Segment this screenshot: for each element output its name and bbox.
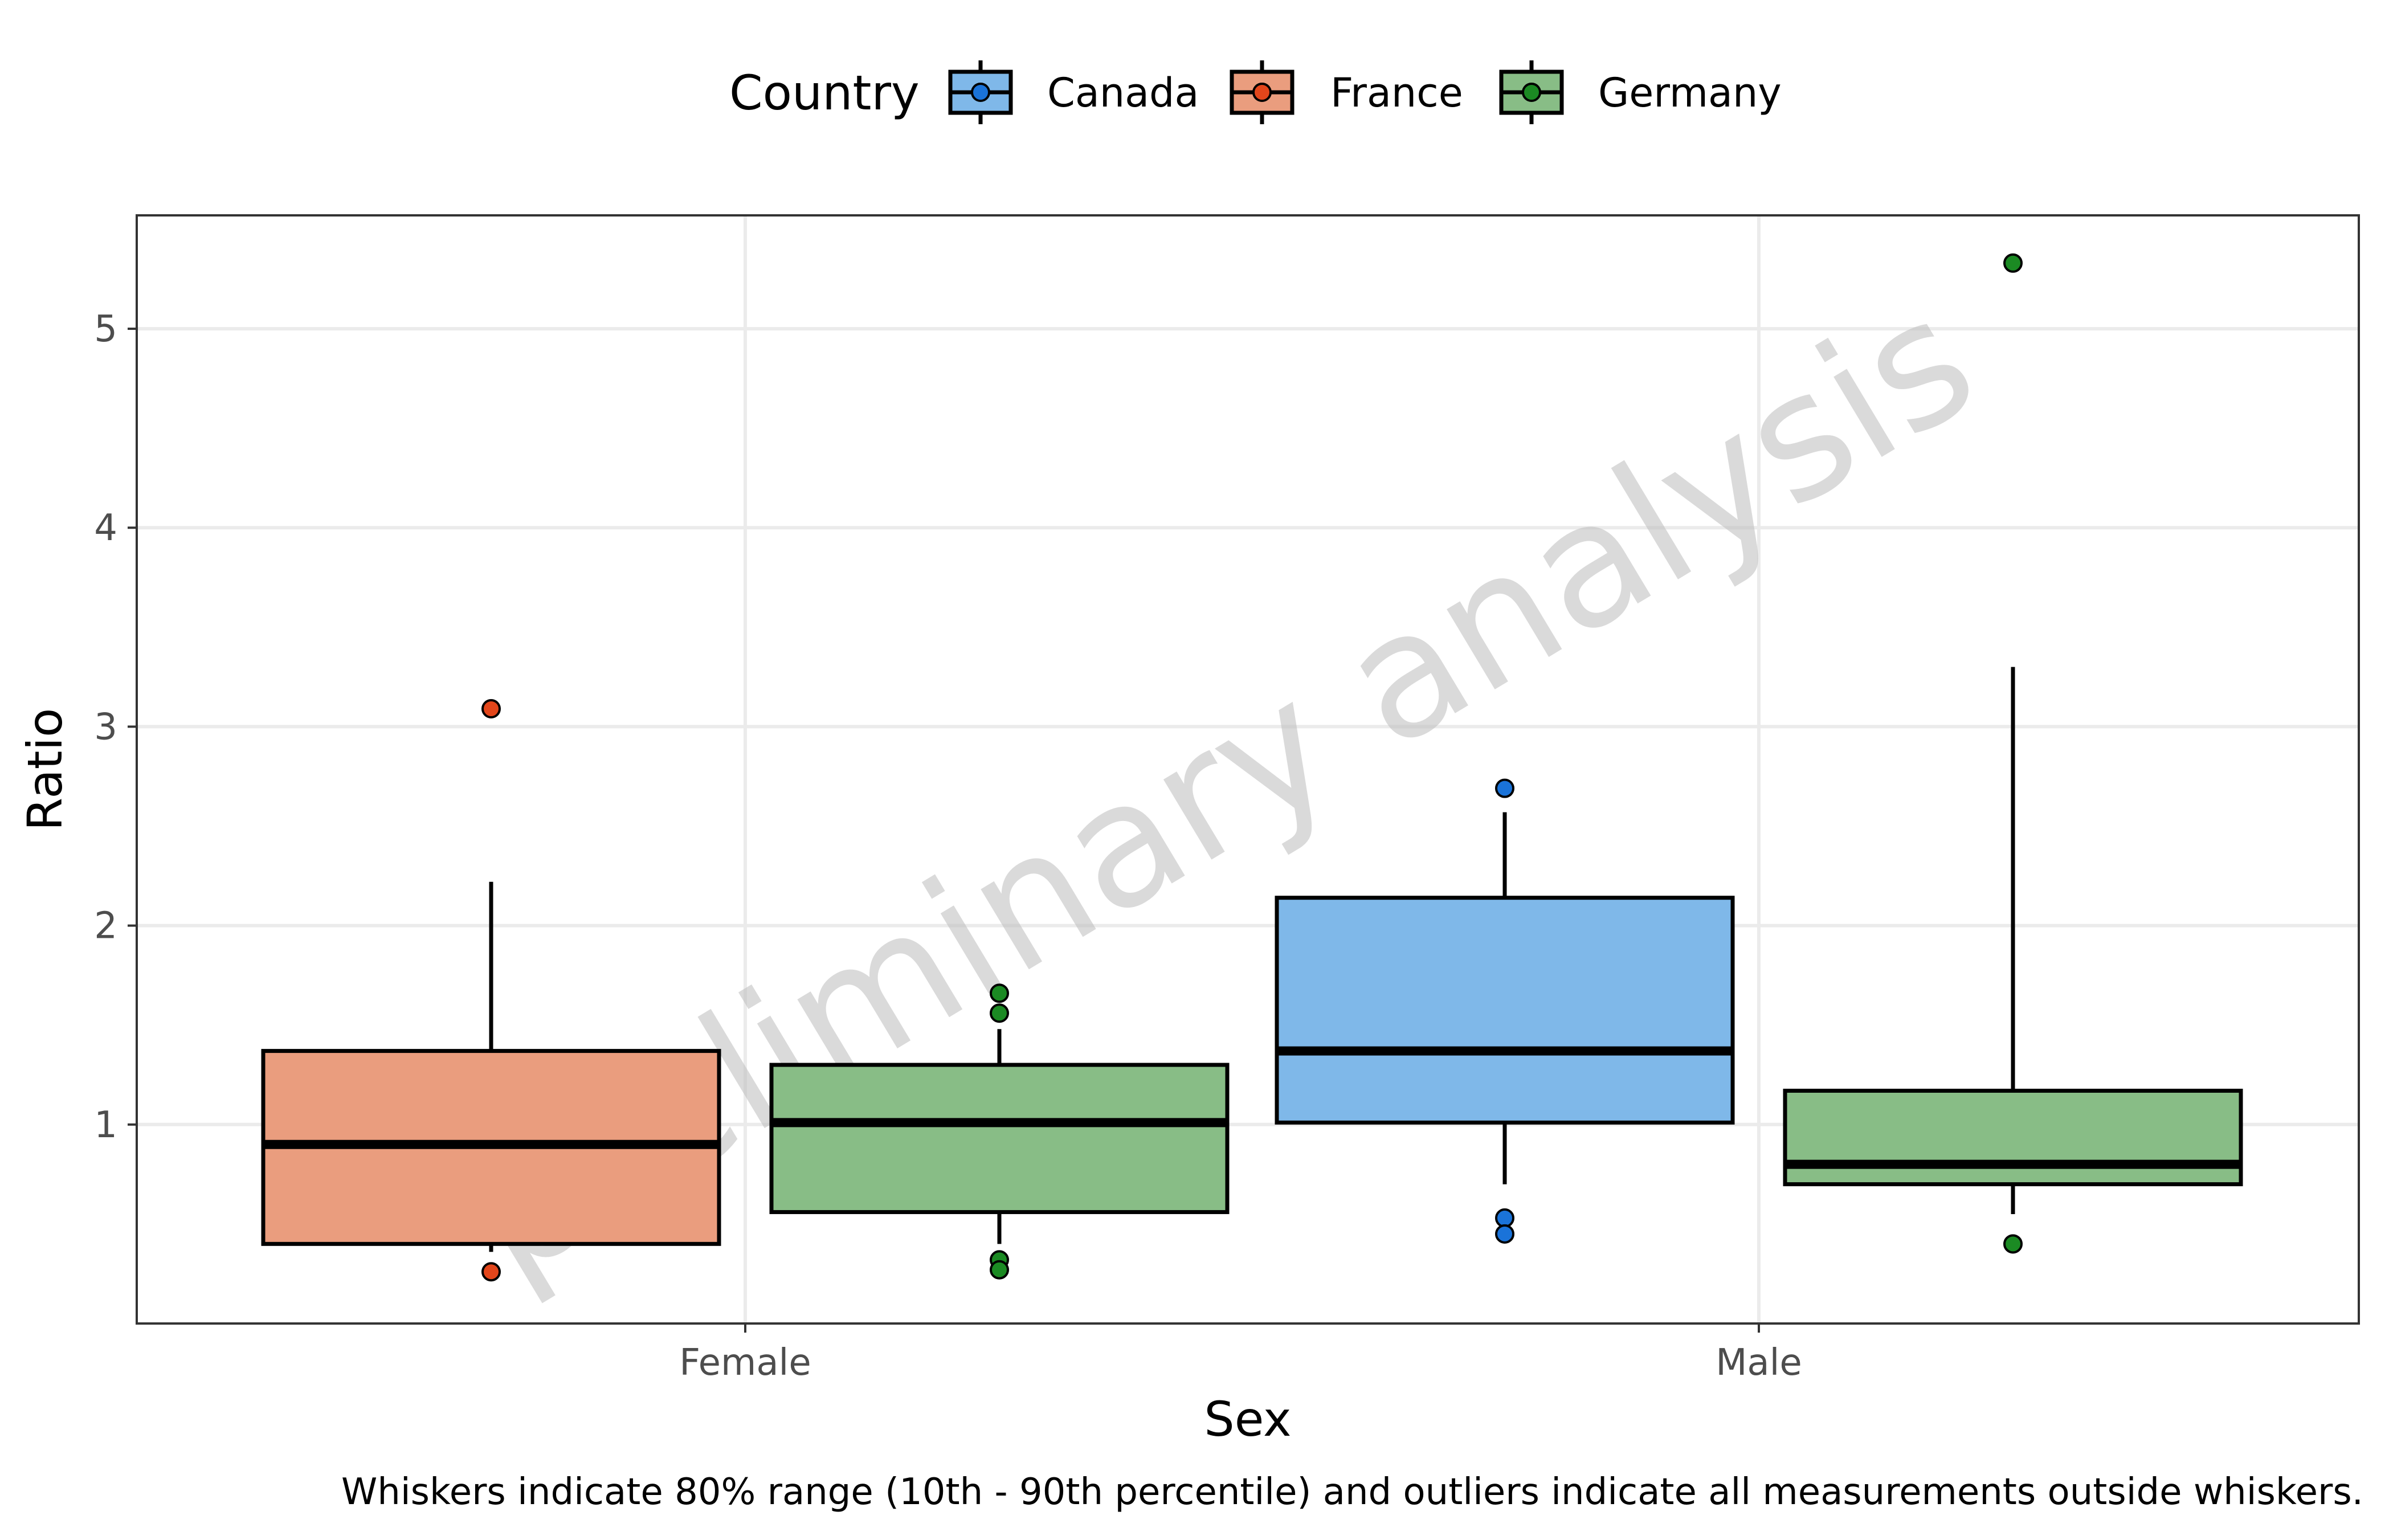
y-tick-label: 5 (94, 308, 117, 350)
legend-label: Canada (1047, 70, 1199, 116)
outlier-point (481, 1262, 501, 1282)
legend: Country Canada France Germany (729, 60, 1782, 124)
boxes (261, 253, 2243, 1282)
outlier-point (1495, 1208, 1514, 1228)
plot-border (136, 214, 2360, 1325)
y-tick-label: 2 (94, 905, 117, 947)
outlier-point (990, 1260, 1009, 1280)
legend-item-germany: Germany (1499, 60, 1782, 124)
legend-key-point (1252, 83, 1272, 102)
box-female-france (261, 698, 721, 1282)
caption: Whiskers indicate 80% range (10th - 90th… (341, 1471, 2363, 1513)
y-tick-label: 1 (94, 1104, 117, 1146)
y-tick-label: 3 (94, 706, 117, 748)
y-axis-title: Ratio (17, 708, 73, 831)
box-male-canada (1275, 778, 1735, 1244)
outlier-point (2003, 1234, 2023, 1254)
box-iqr (769, 1063, 1230, 1214)
legend-label: Germany (1598, 70, 1782, 116)
outlier-point (990, 1003, 1009, 1023)
y-axis: 1 2 3 4 5 (94, 308, 137, 1146)
legend-key-point (1522, 83, 1541, 102)
legend-label: France (1330, 70, 1463, 116)
outlier-point (1495, 1224, 1514, 1244)
y-tick-label: 4 (94, 507, 117, 549)
box-female-germany (769, 983, 1230, 1280)
outlier-point (1495, 778, 1514, 798)
x-axis: Female Male (679, 1323, 1802, 1384)
outlier-point (990, 983, 1009, 1003)
box-iqr (1275, 896, 1735, 1125)
box-iqr (1783, 1088, 2243, 1187)
box-male-germany (1783, 253, 2243, 1254)
legend-item-france: France (1230, 60, 1463, 124)
x-axis-title: Sex (1204, 1391, 1291, 1447)
outlier-point (481, 698, 501, 718)
legend-key-point (971, 83, 990, 102)
outlier-point (2003, 253, 2023, 273)
legend-item-canada: Canada (948, 60, 1199, 124)
x-tick-label: Female (679, 1342, 811, 1384)
x-tick-label: Male (1716, 1342, 1802, 1384)
legend-title: Country (729, 65, 920, 121)
